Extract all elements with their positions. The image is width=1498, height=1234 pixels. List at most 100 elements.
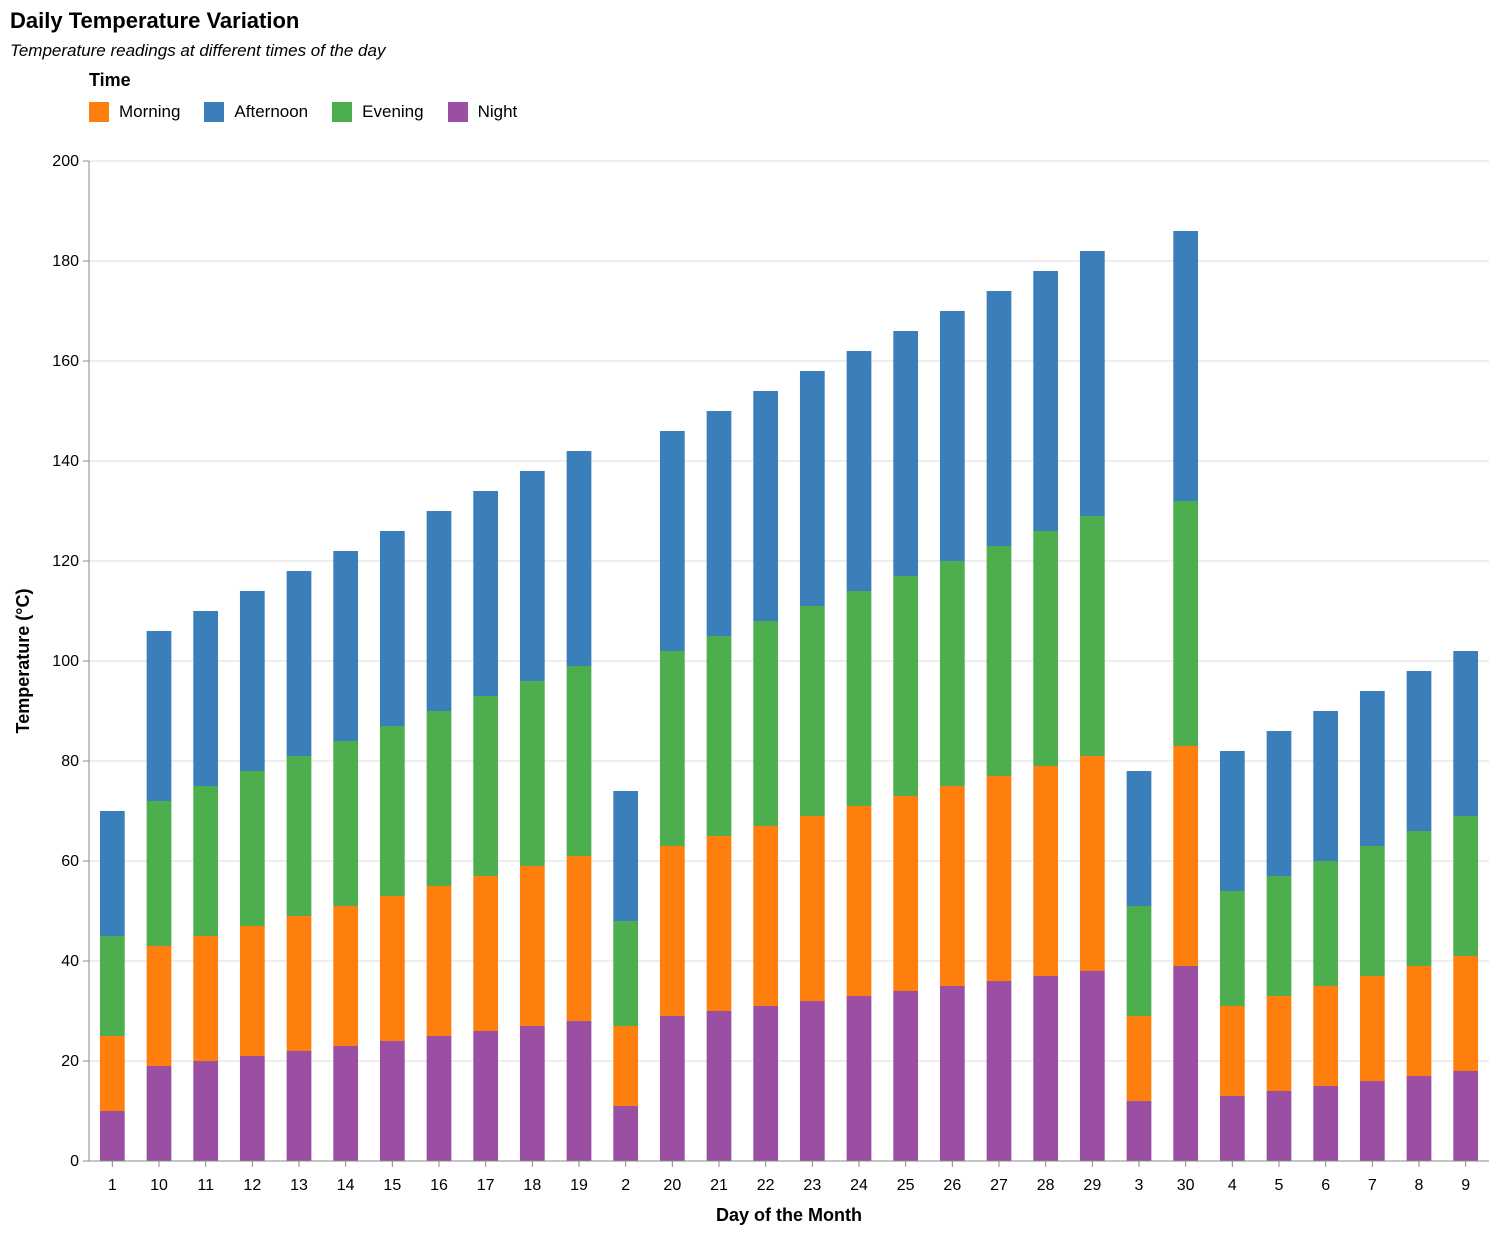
legend-label-night: Night [477, 102, 518, 121]
bar-night [519, 1026, 545, 1161]
legend-item-night: Night [447, 102, 518, 122]
bar-morning [613, 1026, 639, 1106]
bar-night [753, 1006, 779, 1161]
bar-afternoon [193, 611, 219, 786]
bar-afternoon [566, 451, 592, 666]
legend-label-morning: Morning [119, 102, 181, 121]
legend-swatch-evening [332, 102, 353, 122]
bar-afternoon [659, 431, 685, 651]
bar-afternoon [1079, 251, 1105, 516]
y-tick-label: 160 [52, 353, 79, 370]
bar-night [99, 1111, 125, 1161]
bar-evening [846, 591, 872, 806]
bar-night [566, 1021, 592, 1161]
chart-title: Daily Temperature Variation [10, 8, 300, 33]
y-axis-title: Temperature (°C) [13, 589, 33, 734]
legend-label-afternoon: Afternoon [234, 102, 309, 121]
bar-night [613, 1106, 639, 1161]
bar-morning [1359, 976, 1385, 1081]
bar-night [939, 986, 965, 1161]
bar-night [706, 1011, 732, 1161]
bar-afternoon [1453, 651, 1479, 816]
x-tick-label: 30 [1177, 1177, 1195, 1194]
bar-evening [939, 561, 965, 786]
bar-evening [1453, 816, 1479, 956]
bar-afternoon [1266, 731, 1292, 876]
bar-afternoon [333, 551, 359, 741]
bar-afternoon [519, 471, 545, 681]
x-tick-label: 21 [710, 1177, 728, 1194]
x-tick-label: 2 [621, 1177, 630, 1194]
bar-morning [99, 1036, 125, 1111]
legend-label-evening: Evening [362, 102, 424, 121]
x-tick-label: 23 [803, 1177, 821, 1194]
bar-morning [193, 936, 219, 1061]
bar-evening [1079, 516, 1105, 756]
bar-morning [519, 866, 545, 1026]
legend-item-evening: Evening [332, 102, 424, 122]
bar-afternoon [939, 311, 965, 561]
bar-night [239, 1056, 265, 1161]
legend-title: Time [89, 70, 131, 90]
legend: Morning Afternoon Evening Night [89, 102, 517, 122]
bar-night [473, 1031, 499, 1161]
bar-night [193, 1061, 219, 1161]
legend-item-afternoon: Afternoon [204, 102, 308, 122]
x-tick-label: 12 [243, 1177, 261, 1194]
x-tick-label: 28 [1037, 1177, 1055, 1194]
x-tick-label: 6 [1321, 1177, 1330, 1194]
bar-night [799, 1001, 825, 1161]
bar-afternoon [753, 391, 779, 621]
bar-morning [146, 946, 172, 1066]
bar-evening [1173, 501, 1199, 746]
x-tick-label: 10 [150, 1177, 168, 1194]
bar-morning [1313, 986, 1339, 1086]
x-tick-label: 24 [850, 1177, 868, 1194]
bar-night [1219, 1096, 1245, 1161]
bar-afternoon [613, 791, 639, 921]
y-tick-label: 180 [52, 253, 79, 270]
x-tick-label: 11 [197, 1177, 214, 1194]
bar-evening [706, 636, 732, 836]
bar-morning [893, 796, 919, 991]
bar-afternoon [146, 631, 172, 801]
bar-morning [1173, 746, 1199, 966]
bar-afternoon [893, 331, 919, 576]
x-tick-label: 22 [757, 1177, 775, 1194]
bar-morning [1219, 1006, 1245, 1096]
bar-evening [193, 786, 219, 936]
bar-afternoon [379, 531, 405, 726]
bar-night [986, 981, 1012, 1161]
bar-evening [1219, 891, 1245, 1006]
bar-night [333, 1046, 359, 1161]
bar-night [893, 991, 919, 1161]
bar-afternoon [426, 511, 452, 711]
x-tick-label: 25 [897, 1177, 915, 1194]
bar-morning [659, 846, 685, 1016]
bar-afternoon [706, 411, 732, 636]
bar-morning [939, 786, 965, 986]
x-tick-label: 20 [663, 1177, 681, 1194]
bar-evening [473, 696, 499, 876]
bar-evening [379, 726, 405, 896]
x-tick-label: 4 [1228, 1177, 1237, 1194]
x-tick-label: 27 [990, 1177, 1008, 1194]
bar-afternoon [1359, 691, 1385, 846]
bar-evening [1033, 531, 1059, 766]
bar-morning [286, 916, 312, 1051]
x-tick-label: 9 [1461, 1177, 1470, 1194]
legend-item-morning: Morning [89, 102, 180, 122]
bar-morning [706, 836, 732, 1011]
bar-evening [753, 621, 779, 826]
y-tick-label: 120 [52, 553, 79, 570]
bar-night [1033, 976, 1059, 1161]
bar-night [1359, 1081, 1385, 1161]
bar-morning [239, 926, 265, 1056]
bar-morning [799, 816, 825, 1001]
bar-evening [1359, 846, 1385, 976]
y-tick-label: 40 [61, 953, 79, 970]
bar-afternoon [799, 371, 825, 606]
bar-morning [1266, 996, 1292, 1091]
x-tick-label: 8 [1415, 1177, 1424, 1194]
bar-evening [239, 771, 265, 926]
